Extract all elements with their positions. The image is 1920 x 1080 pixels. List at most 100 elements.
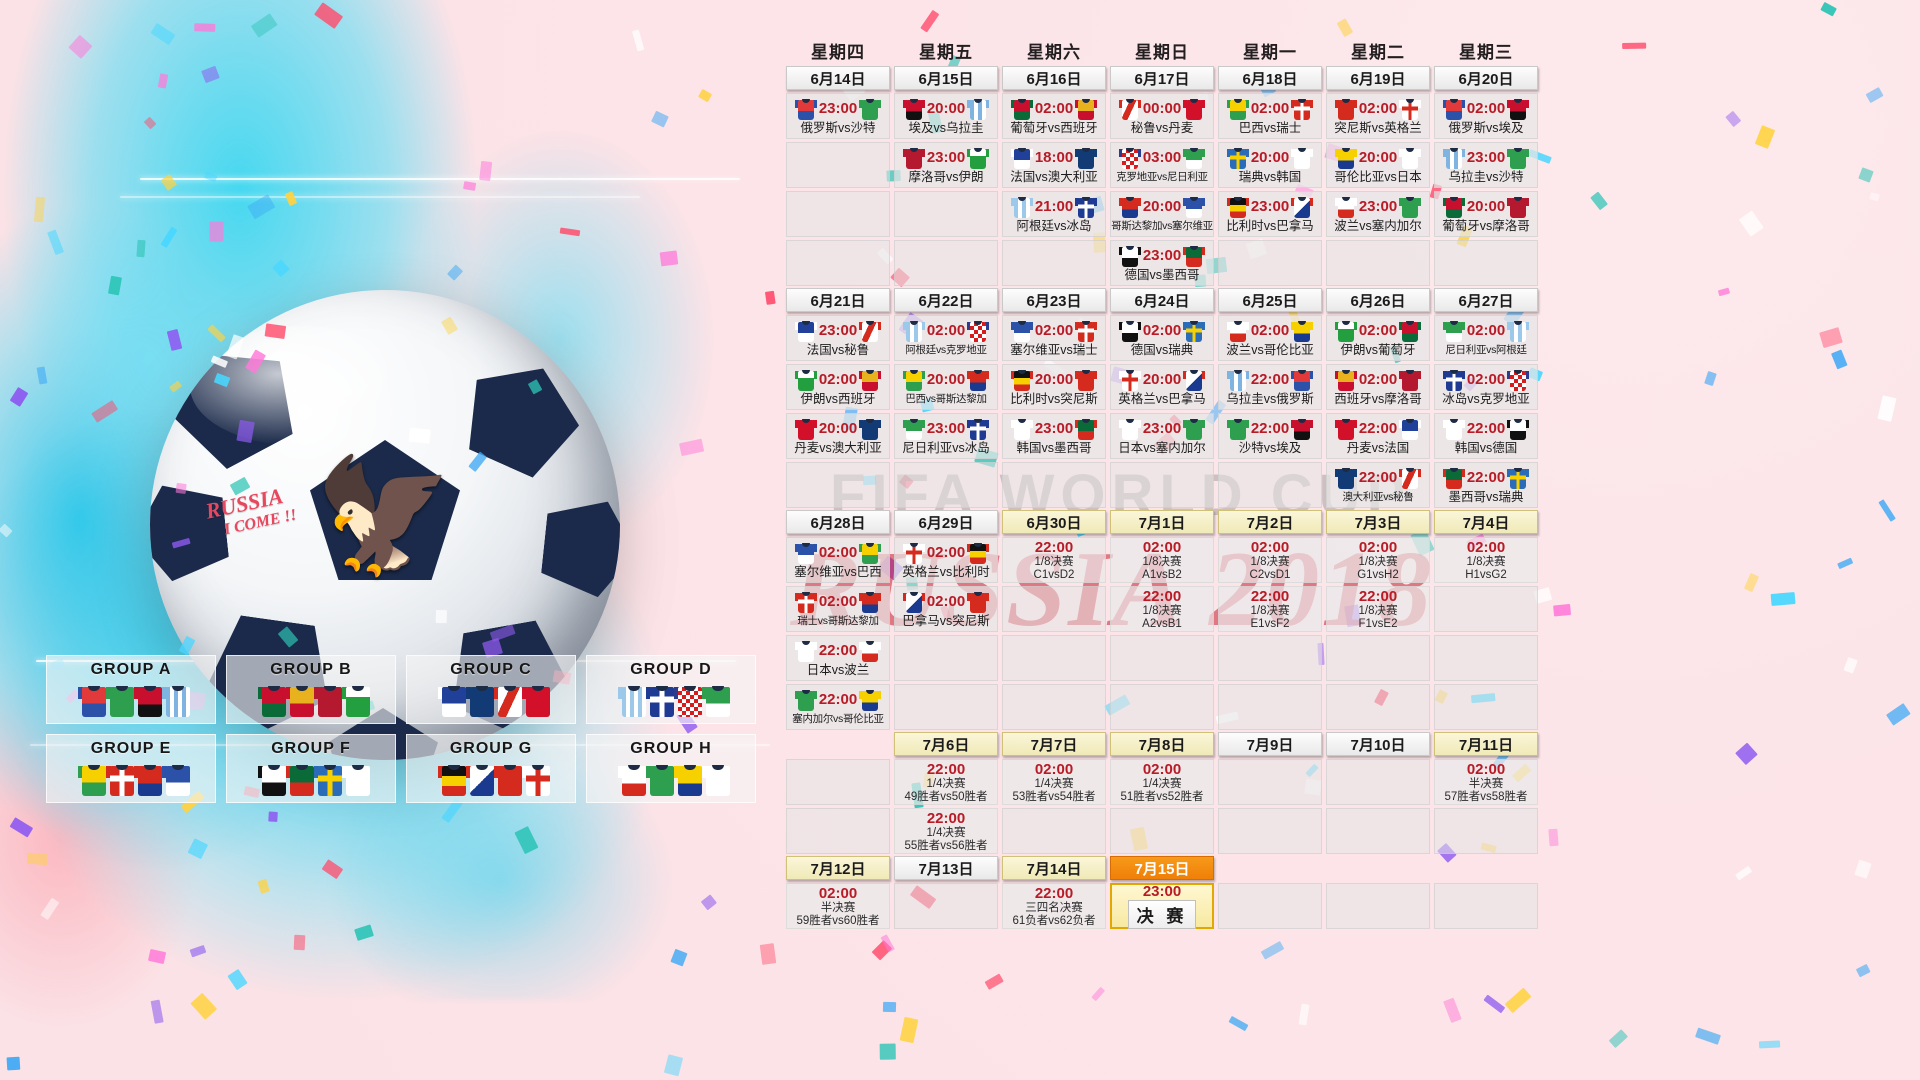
match-cell[interactable]: 02:00 瑞士vs哥斯达黎加 — [786, 586, 890, 632]
match-cell[interactable]: 02:00 塞尔维亚vs瑞士 — [1002, 315, 1106, 361]
match-cell[interactable]: 02:00 塞尔维亚vs巴西 — [786, 537, 890, 583]
match-cell[interactable]: 22:00 日本vs波兰 — [786, 635, 890, 681]
match-cell[interactable]: 22:00 沙特vs埃及 — [1218, 413, 1322, 459]
date-cell[interactable]: 7月10日 — [1326, 732, 1430, 756]
group-box-e[interactable]: GROUP E — [46, 734, 216, 803]
match-cell[interactable]: 23:00 俄罗斯vs沙特 — [786, 93, 890, 139]
match-cell[interactable]: 02:00 阿根廷vs克罗地亚 — [894, 315, 998, 361]
match-cell[interactable]: 23:00 德国vs墨西哥 — [1110, 240, 1214, 286]
date-cell[interactable]: 6月19日 — [1326, 66, 1430, 90]
knockout-match-cell[interactable]: 02:00 1/8决赛 A1vsB2 — [1110, 537, 1214, 583]
match-cell[interactable]: 22:00 塞内加尔vs哥伦比亚 — [786, 684, 890, 730]
match-cell[interactable]: 20:00 巴西vs哥斯达黎加 — [894, 364, 998, 410]
group-box-h[interactable]: GROUP H — [586, 734, 756, 803]
group-box-d[interactable]: GROUP D — [586, 655, 756, 724]
date-cell[interactable]: 7月7日 — [1002, 732, 1106, 756]
match-cell[interactable]: 02:00 俄罗斯vs埃及 — [1434, 93, 1538, 139]
group-box-a[interactable]: GROUP A — [46, 655, 216, 724]
knockout-match-cell[interactable]: 22:00 1/4决赛 49胜者vs50胜者 — [894, 759, 998, 805]
knockout-match-cell[interactable]: 22:00 1/8决赛 A2vsB1 — [1110, 586, 1214, 632]
match-cell[interactable]: 02:00 伊朗vs西班牙 — [786, 364, 890, 410]
match-cell[interactable]: 23:00 摩洛哥vs伊朗 — [894, 142, 998, 188]
match-cell[interactable]: 22:00 墨西哥vs瑞典 — [1434, 462, 1538, 508]
match-cell[interactable]: 22:00 乌拉圭vs俄罗斯 — [1218, 364, 1322, 410]
date-cell[interactable]: 6月27日 — [1434, 288, 1538, 312]
date-cell[interactable]: 6月20日 — [1434, 66, 1538, 90]
match-cell[interactable]: 02:00 英格兰vs比利时 — [894, 537, 998, 583]
knockout-match-cell[interactable]: 02:00 1/8决赛 H1vsG2 — [1434, 537, 1538, 583]
match-cell[interactable]: 23:00 日本vs塞内加尔 — [1110, 413, 1214, 459]
date-cell[interactable]: 6月16日 — [1002, 66, 1106, 90]
knockout-match-cell[interactable]: 02:00 半决赛 57胜者vs58胜者 — [1434, 759, 1538, 805]
match-cell[interactable]: 02:00 冰岛vs克罗地亚 — [1434, 364, 1538, 410]
match-cell[interactable]: 23:00 韩国vs墨西哥 — [1002, 413, 1106, 459]
match-cell[interactable]: 23:00 尼日利亚vs冰岛 — [894, 413, 998, 459]
group-box-c[interactable]: GROUP C — [406, 655, 576, 724]
date-cell[interactable]: 7月1日 — [1110, 510, 1214, 534]
date-cell[interactable]: 7月15日 — [1110, 856, 1214, 880]
match-cell[interactable]: 20:00 哥伦比亚vs日本 — [1326, 142, 1430, 188]
match-cell[interactable]: 23:00 法国vs秘鲁 — [786, 315, 890, 361]
final-match-cell[interactable]: 23:00 决 赛 — [1110, 883, 1214, 929]
date-cell[interactable]: 7月6日 — [894, 732, 998, 756]
match-cell[interactable]: 20:00 瑞典vs韩国 — [1218, 142, 1322, 188]
date-cell[interactable]: 6月17日 — [1110, 66, 1214, 90]
date-cell[interactable]: 7月2日 — [1218, 510, 1322, 534]
date-cell[interactable]: 7月8日 — [1110, 732, 1214, 756]
match-cell[interactable]: 20:00 丹麦vs澳大利亚 — [786, 413, 890, 459]
date-cell[interactable]: 6月28日 — [786, 510, 890, 534]
match-cell[interactable]: 02:00 德国vs瑞典 — [1110, 315, 1214, 361]
match-cell[interactable]: 02:00 巴西vs瑞士 — [1218, 93, 1322, 139]
match-cell[interactable]: 02:00 伊朗vs葡萄牙 — [1326, 315, 1430, 361]
knockout-match-cell[interactable]: 02:00 半决赛 59胜者vs60胜者 — [786, 883, 890, 929]
knockout-match-cell[interactable]: 02:00 1/4决赛 53胜者vs54胜者 — [1002, 759, 1106, 805]
date-cell[interactable]: 6月18日 — [1218, 66, 1322, 90]
match-cell[interactable]: 02:00 波兰vs哥伦比亚 — [1218, 315, 1322, 361]
match-cell[interactable]: 02:00 突尼斯vs英格兰 — [1326, 93, 1430, 139]
date-cell[interactable]: 6月29日 — [894, 510, 998, 534]
match-cell[interactable]: 18:00 法国vs澳大利亚 — [1002, 142, 1106, 188]
match-cell[interactable]: 02:00 葡萄牙vs西班牙 — [1002, 93, 1106, 139]
knockout-match-cell[interactable]: 02:00 1/4决赛 51胜者vs52胜者 — [1110, 759, 1214, 805]
date-cell[interactable]: 7月3日 — [1326, 510, 1430, 534]
date-cell[interactable]: 6月26日 — [1326, 288, 1430, 312]
match-cell[interactable]: 21:00 阿根廷vs冰岛 — [1002, 191, 1106, 237]
match-cell[interactable]: 20:00 哥斯达黎加vs塞尔维亚 — [1110, 191, 1214, 237]
date-cell[interactable]: 7月14日 — [1002, 856, 1106, 880]
knockout-match-cell[interactable]: 22:00 1/4决赛 55胜者vs56胜者 — [894, 808, 998, 854]
group-box-b[interactable]: GROUP B — [226, 655, 396, 724]
match-cell[interactable]: 23:00 乌拉圭vs沙特 — [1434, 142, 1538, 188]
match-cell[interactable]: 20:00 比利时vs突尼斯 — [1002, 364, 1106, 410]
group-box-g[interactable]: GROUP G — [406, 734, 576, 803]
match-cell[interactable]: 20:00 英格兰vs巴拿马 — [1110, 364, 1214, 410]
date-cell[interactable]: 7月12日 — [786, 856, 890, 880]
date-cell[interactable]: 6月22日 — [894, 288, 998, 312]
knockout-match-cell[interactable]: 22:00 1/8决赛 F1vsE2 — [1326, 586, 1430, 632]
date-cell[interactable]: 6月14日 — [786, 66, 890, 90]
knockout-match-cell[interactable]: 02:00 1/8决赛 C2vsD1 — [1218, 537, 1322, 583]
date-cell[interactable]: 6月21日 — [786, 288, 890, 312]
date-cell[interactable]: 6月25日 — [1218, 288, 1322, 312]
match-cell[interactable]: 20:00 葡萄牙vs摩洛哥 — [1434, 191, 1538, 237]
knockout-match-cell[interactable]: 02:00 1/8决赛 G1vsH2 — [1326, 537, 1430, 583]
match-cell[interactable]: 22:00 澳大利亚vs秘鲁 — [1326, 462, 1430, 508]
date-cell[interactable]: 7月11日 — [1434, 732, 1538, 756]
date-cell[interactable]: 6月23日 — [1002, 288, 1106, 312]
date-cell[interactable]: 7月9日 — [1218, 732, 1322, 756]
match-cell[interactable]: 22:00 丹麦vs法国 — [1326, 413, 1430, 459]
match-cell[interactable]: 23:00 波兰vs塞内加尔 — [1326, 191, 1430, 237]
match-cell[interactable]: 00:00 秘鲁vs丹麦 — [1110, 93, 1214, 139]
knockout-match-cell[interactable]: 22:00 1/8决赛 E1vsF2 — [1218, 586, 1322, 632]
date-cell[interactable]: 7月4日 — [1434, 510, 1538, 534]
date-cell[interactable]: 7月13日 — [894, 856, 998, 880]
knockout-match-cell[interactable]: 22:00 三四名决赛 61负者vs62负者 — [1002, 883, 1106, 929]
group-box-f[interactable]: GROUP F — [226, 734, 396, 803]
match-cell[interactable]: 02:00 巴拿马vs突尼斯 — [894, 586, 998, 632]
match-cell[interactable]: 22:00 韩国vs德国 — [1434, 413, 1538, 459]
date-cell[interactable]: 6月24日 — [1110, 288, 1214, 312]
date-cell[interactable]: 6月15日 — [894, 66, 998, 90]
knockout-match-cell[interactable]: 22:00 1/8决赛 C1vsD2 — [1002, 537, 1106, 583]
match-cell[interactable]: 02:00 西班牙vs摩洛哥 — [1326, 364, 1430, 410]
match-cell[interactable]: 03:00 克罗地亚vs尼日利亚 — [1110, 142, 1214, 188]
match-cell[interactable]: 02:00 尼日利亚vs阿根廷 — [1434, 315, 1538, 361]
